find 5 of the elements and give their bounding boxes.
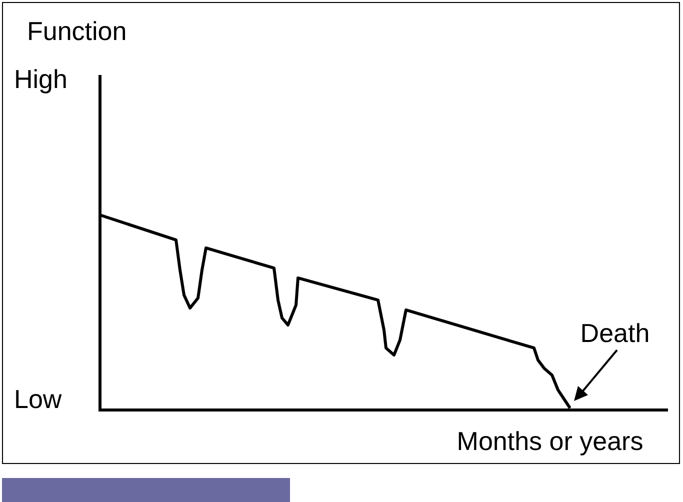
annotation: Death: [580, 318, 650, 348]
text: Function: [27, 16, 127, 46]
x-axis-title: Months or years: [456, 426, 644, 456]
text: Low: [14, 384, 62, 414]
text: High: [14, 64, 68, 94]
